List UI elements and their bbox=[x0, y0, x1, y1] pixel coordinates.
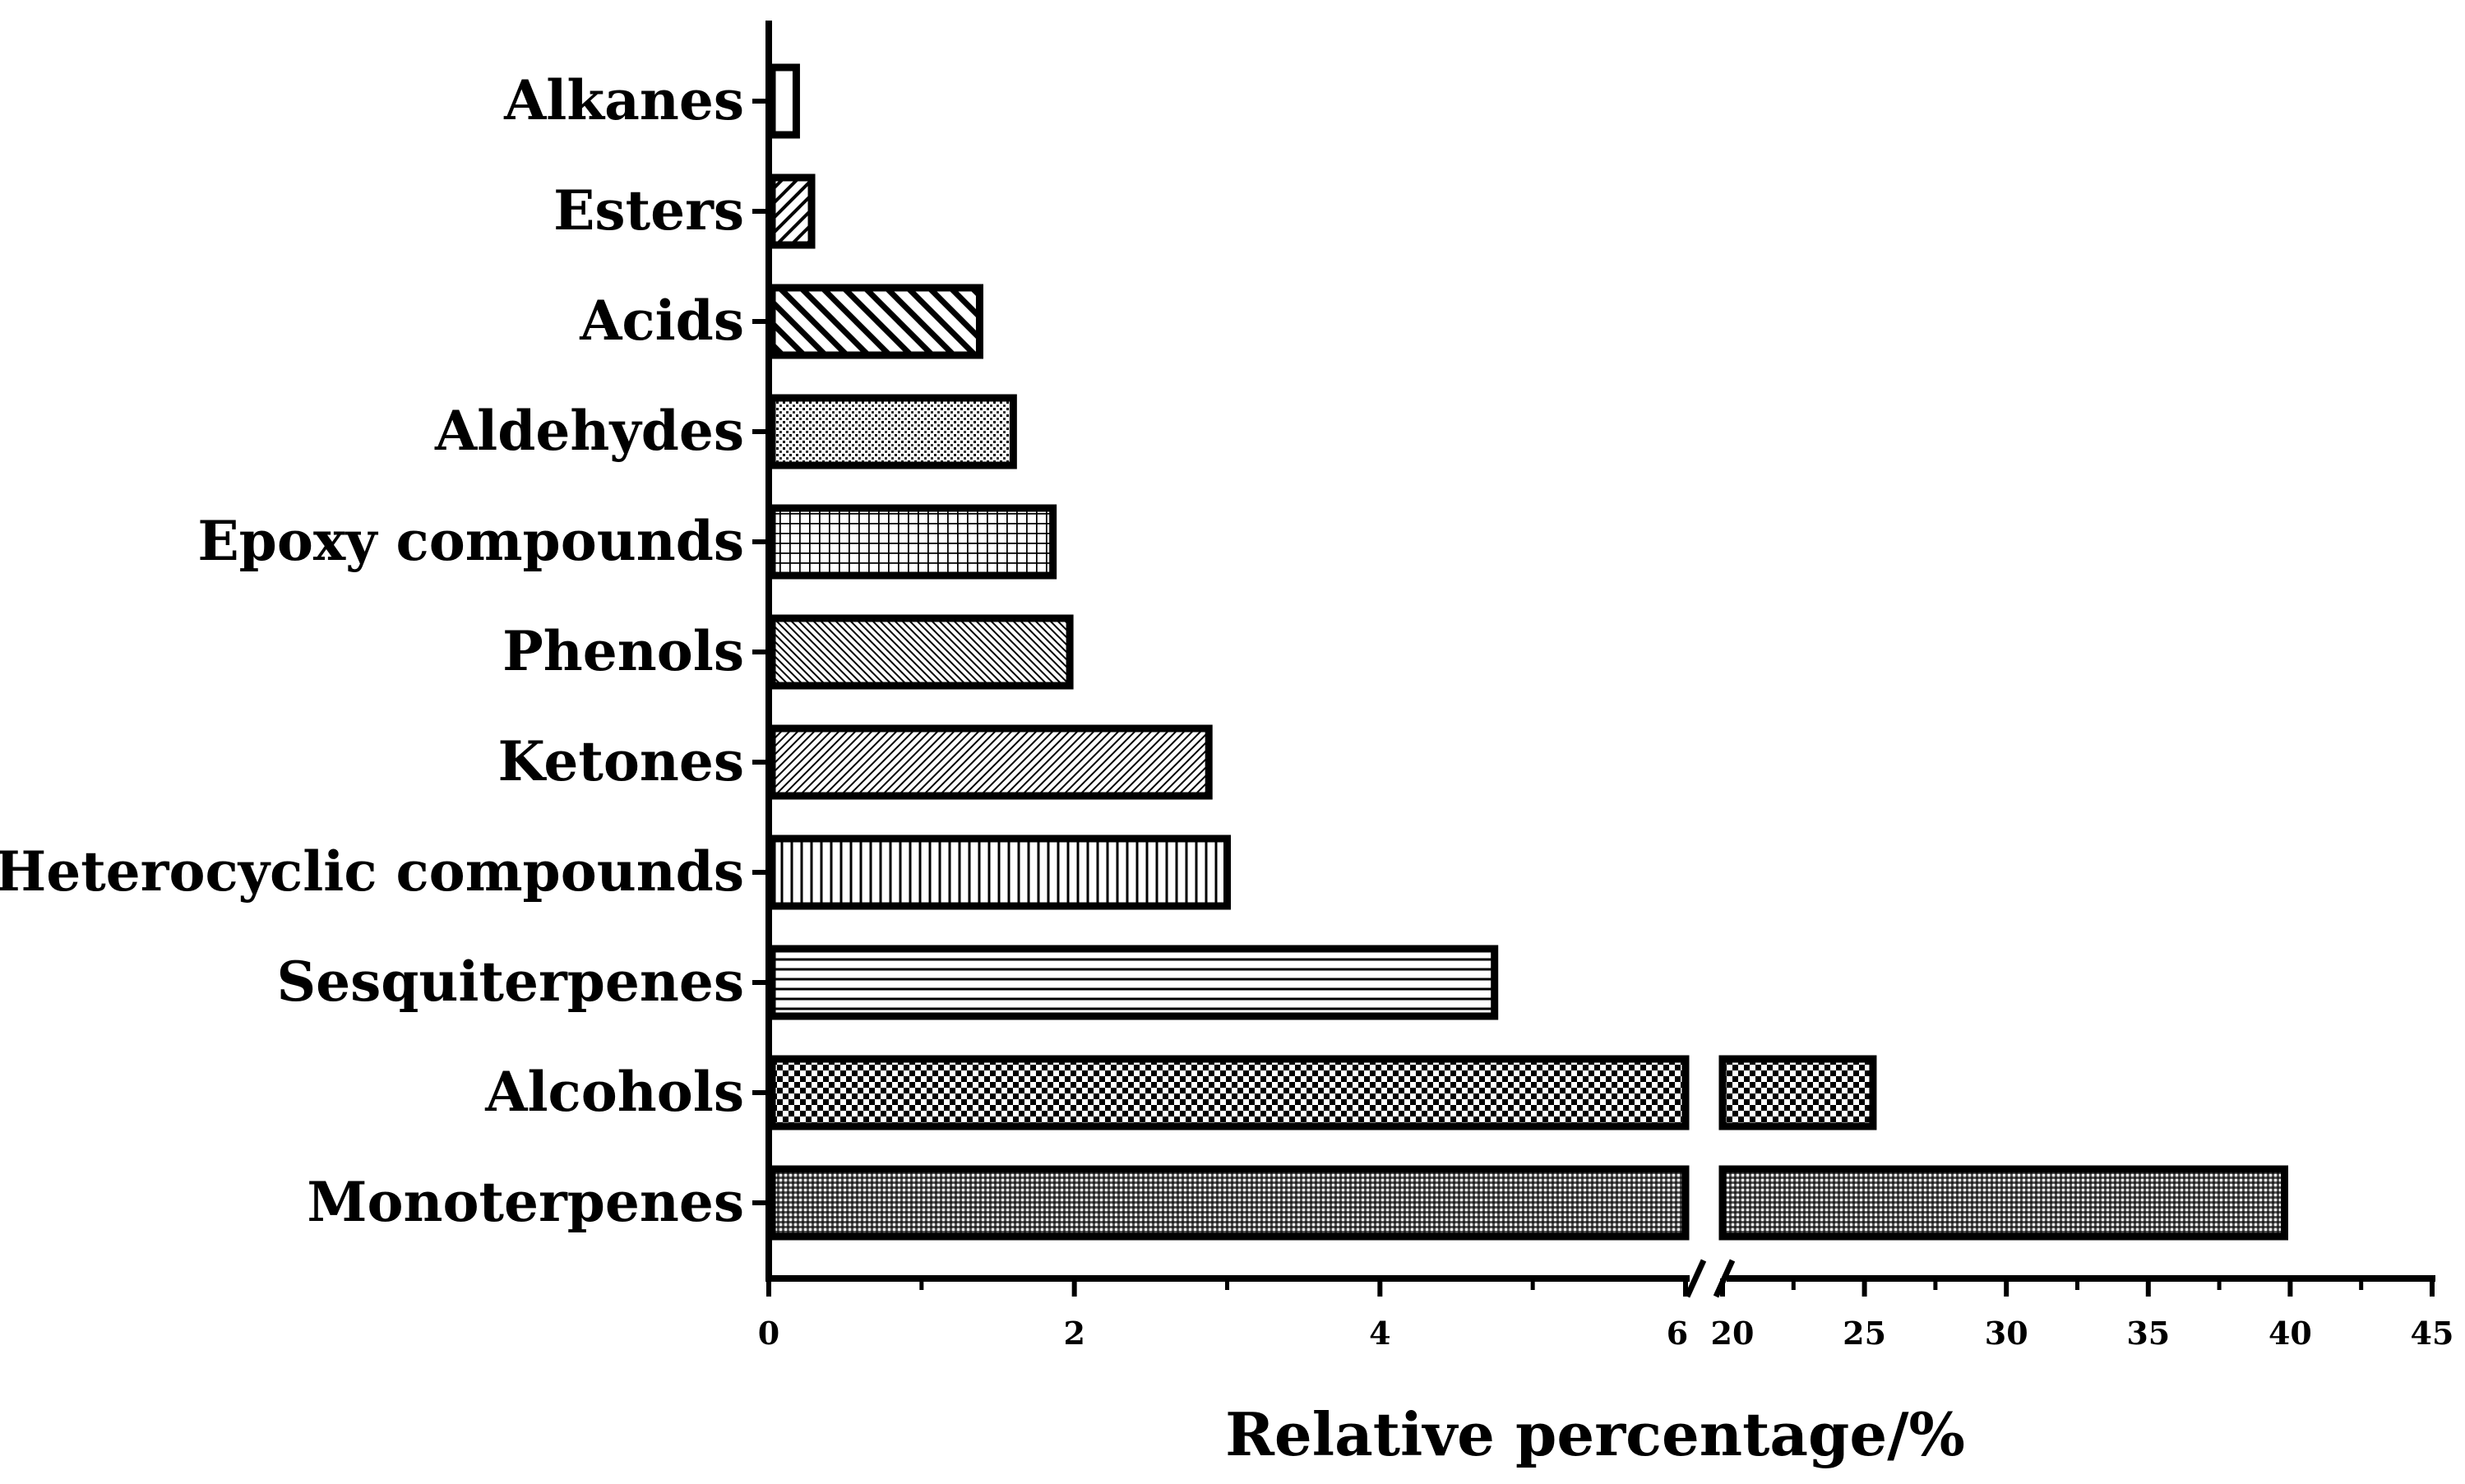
x-tick-label: 4 bbox=[1369, 1315, 1390, 1352]
x-tick-label: 20 bbox=[1711, 1315, 1755, 1352]
category-label-monoterpenes: Monoterpenes bbox=[307, 1170, 744, 1234]
category-label-heterocyclic-compounds: Heterocyclic compounds bbox=[0, 839, 744, 904]
category-label-phenols: Phenols bbox=[502, 619, 744, 683]
bar-monoterpenes-part2 bbox=[1718, 1165, 2288, 1241]
x-tick-label: 30 bbox=[1985, 1315, 2028, 1352]
category-label-acids: Acids bbox=[579, 289, 744, 353]
bar-phenols bbox=[768, 614, 1074, 690]
bar-sesquiterpenes bbox=[768, 945, 1499, 1020]
x-tick-label: 6 bbox=[1667, 1315, 1688, 1352]
category-label-sesquiterpenes: Sesquiterpenes bbox=[276, 950, 744, 1014]
bar-alcohols-part1 bbox=[768, 1055, 1690, 1130]
bar-epoxy-compounds bbox=[768, 504, 1057, 580]
x-axis-title: Relative percentage/% bbox=[1225, 1399, 1965, 1469]
bars-group bbox=[768, 63, 2288, 1241]
bar-aldehydes bbox=[768, 394, 1017, 469]
bar-alkanes bbox=[768, 63, 800, 139]
axis-break-mark-left bbox=[1684, 1259, 1707, 1298]
x-ticks: 0 2 4 6 20 25 30 35 40 45 bbox=[758, 1278, 2454, 1352]
x-tick-label: 25 bbox=[1843, 1315, 1886, 1352]
bar-ketones bbox=[768, 724, 1213, 800]
bar-esters bbox=[768, 173, 816, 249]
category-label-aldehydes: Aldehydes bbox=[434, 399, 744, 463]
bar-monoterpenes-part1 bbox=[768, 1165, 1690, 1241]
bar-heterocyclic-compounds bbox=[768, 834, 1231, 910]
x-tick-label: 45 bbox=[2411, 1315, 2454, 1352]
x-tick-label: 35 bbox=[2126, 1315, 2170, 1352]
category-label-alcohols: Alcohols bbox=[484, 1060, 744, 1124]
category-label-alkanes: Alkanes bbox=[503, 68, 744, 132]
category-labels: Alkanes Esters Acids Aldehydes Epoxy compoun… bbox=[0, 68, 769, 1234]
category-label-epoxy-compounds: Epoxy compounds bbox=[197, 509, 744, 573]
category-label-esters: Esters bbox=[553, 178, 744, 243]
x-tick-label: 40 bbox=[2268, 1315, 2312, 1352]
bar-alcohols-part2 bbox=[1718, 1055, 1877, 1130]
x-tick-label: 0 bbox=[758, 1315, 779, 1352]
bar-acids bbox=[768, 284, 983, 359]
category-label-ketones: Ketones bbox=[497, 729, 744, 793]
x-tick-label: 2 bbox=[1063, 1315, 1085, 1352]
